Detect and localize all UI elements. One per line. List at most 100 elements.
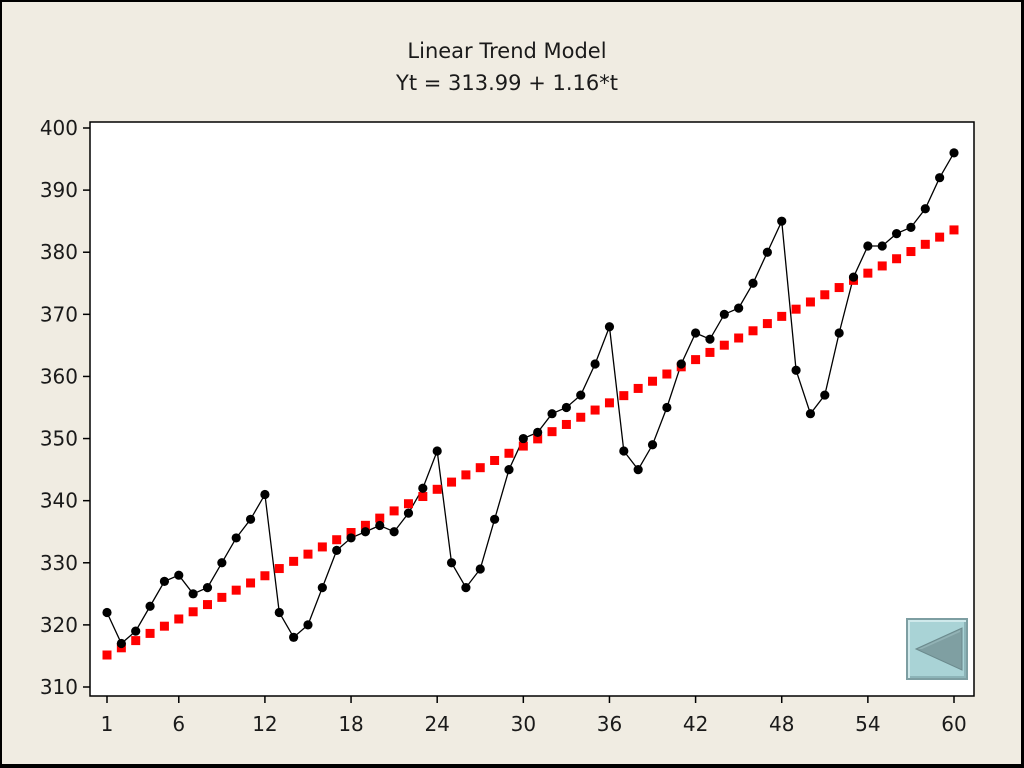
data-layer [102,148,959,660]
trend-point [346,528,356,538]
actual-point [805,409,816,419]
trend-point [633,383,643,393]
x-tick-label: 54 [855,712,880,736]
x-tick-label: 42 [683,712,708,736]
trend-point [145,628,155,638]
actual-point [748,278,758,288]
actual-point [662,402,672,413]
trend-point [332,535,342,545]
y-tick-label: 400 [40,116,78,140]
actual-point [332,545,342,555]
x-tick-label: 48 [769,712,794,736]
trend-point [389,506,399,516]
trend-point [920,239,930,249]
actual-point [547,409,557,419]
actual-point [188,589,198,599]
x-tick-label: 18 [338,712,363,736]
y-tick-label: 370 [40,302,78,326]
y-tick-label: 350 [40,427,78,451]
trend-point [691,355,701,365]
trend-point [202,600,212,610]
actual-point [102,607,112,618]
actual-point [245,514,256,524]
trend-point [289,556,299,566]
actual-point [619,446,629,456]
actual-point [231,533,241,543]
actual-point [518,433,528,444]
trend-point [260,571,270,581]
trend-point [246,578,256,588]
actual-point [949,148,959,158]
actual-point [174,570,184,580]
plot-area [89,121,975,697]
actual-point [734,303,744,313]
x-tick-label: 6 [172,712,185,736]
x-tick-label: 24 [424,712,449,736]
actual-point [834,328,844,338]
actual-point [935,173,945,183]
actual-point [346,533,356,543]
trend-point [805,297,815,307]
actual-point [877,241,887,251]
trend-point [576,412,586,422]
trend-point [303,549,313,559]
trend-point [102,650,112,660]
actual-point [375,520,385,531]
trend-point [734,333,744,343]
trend-point [590,405,600,415]
actual-point [202,583,213,593]
trend-point [863,268,873,278]
actual-point [403,508,414,518]
trend-point [317,542,327,552]
trend-point [217,592,227,602]
y-tick-label: 330 [40,551,78,575]
trend-point [561,419,571,429]
trend-point [648,376,658,386]
y-tick-label: 360 [40,364,78,388]
actual-point [461,583,471,593]
trend-point [604,398,614,408]
trend-point [504,448,514,458]
trend-point [159,621,169,631]
y-tick-label: 340 [40,489,78,513]
trend-point [547,427,557,437]
actual-point [217,558,227,568]
back-button[interactable] [906,618,968,680]
x-tick-label: 30 [511,712,536,736]
y-tick-label: 320 [40,613,78,637]
actual-point [690,328,701,338]
actual-point [504,465,514,475]
actual-point [920,204,930,214]
y-tick-label: 380 [40,240,78,264]
actual-point [533,427,543,437]
chart-subtitle: Yt = 313.99 + 1.16*t [395,71,618,95]
axes-layer: 310 320 330 340 350 360 370 380 390 400 1 6 12 18 24 30… [40,116,967,736]
actual-point [360,527,371,537]
x-tick-label: 12 [252,712,277,736]
actual-point [820,390,830,400]
actual-point [561,402,571,413]
trend-point [662,369,672,379]
trend-point [518,441,528,451]
trend-point [131,636,141,646]
actual-point [906,222,916,232]
trend-point [490,455,500,465]
trend-point [403,499,413,509]
trend-point [834,283,844,293]
actual-point [848,272,859,282]
actual-point [863,241,873,251]
actual-point [260,489,270,500]
triangle-left-icon [914,627,963,671]
actual-point [145,601,155,611]
trend-point [447,477,457,487]
x-tick-label: 36 [597,712,622,736]
actual-point [389,527,399,537]
actual-point [891,228,902,239]
trend-point [461,470,471,480]
actual-point [705,334,715,344]
trend-point [375,513,385,523]
trend-point [906,247,916,257]
actual-point [274,607,284,618]
trend-point [791,304,801,314]
actual-point [131,626,141,636]
